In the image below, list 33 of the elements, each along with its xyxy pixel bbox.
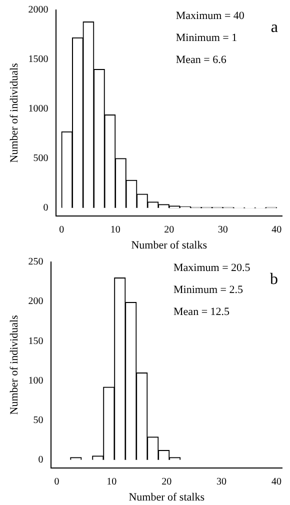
x-tick-label: 30 xyxy=(218,224,228,236)
x-tick-label: 0 xyxy=(59,224,64,236)
y-tick-label: 1500 xyxy=(28,54,48,66)
y-axis-title: Number of individuals xyxy=(8,315,20,415)
x-tick-label: 10 xyxy=(110,224,120,236)
y-tick-label: 1000 xyxy=(28,104,48,115)
x-tick-label: 10 xyxy=(106,476,117,488)
annotation: Maximum = 20.5 xyxy=(174,262,251,274)
x-tick-label: 20 xyxy=(162,476,172,488)
annotation: Mean = 6.6 xyxy=(176,54,227,66)
y-tick-label: 500 xyxy=(33,153,48,164)
y-tick-label: 150 xyxy=(28,336,44,347)
y-tick-label: 200 xyxy=(28,296,44,308)
y-tick-label: 0 xyxy=(43,202,48,214)
y-tick-label: 250 xyxy=(28,256,44,268)
annotation: Maximum = 40 xyxy=(176,10,245,22)
y-tick-label: 100 xyxy=(28,375,44,386)
y-axis-title: Number of individuals xyxy=(8,63,20,163)
x-tick-label: 30 xyxy=(216,476,227,488)
annotation: Minimum = 2.5 xyxy=(174,284,244,296)
y-tick-label: 0 xyxy=(38,454,44,466)
annotation: b xyxy=(270,271,278,288)
y-tick-label: 2000 xyxy=(28,4,48,16)
annotation: Minimum = 1 xyxy=(176,32,238,44)
x-tick-label: 20 xyxy=(164,224,174,236)
x-tick-label: 40 xyxy=(272,476,282,488)
y-tick-label: 50 xyxy=(33,414,44,426)
annotation: a xyxy=(270,19,278,36)
x-axis-title: Number of stalks xyxy=(131,239,207,252)
x-axis-title: Number of stalks xyxy=(128,491,204,504)
x-tick-label: 40 xyxy=(272,224,282,236)
annotation: Mean = 12.5 xyxy=(174,306,230,318)
x-tick-label: 0 xyxy=(54,476,60,488)
